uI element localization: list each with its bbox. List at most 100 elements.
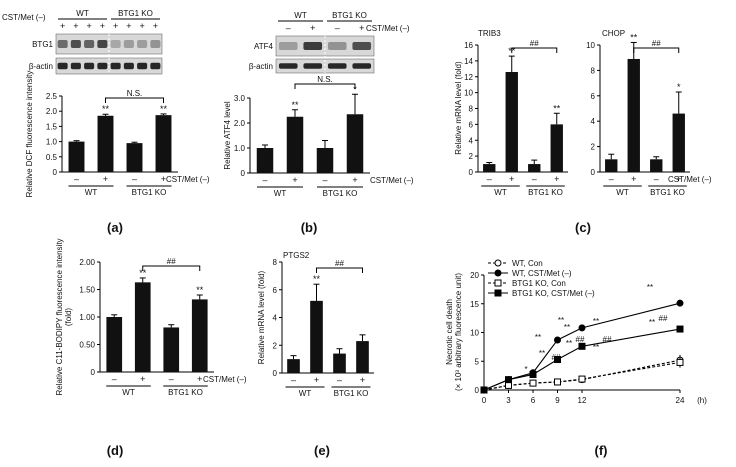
significance-mark: ** xyxy=(553,103,561,113)
significance-mark: ## xyxy=(603,335,612,344)
x-tick-label: 3 xyxy=(506,396,511,405)
comparison-bracket xyxy=(294,83,356,89)
blot-band xyxy=(327,42,347,50)
treatment-sign: + xyxy=(140,374,145,384)
legend-marker xyxy=(494,259,502,267)
blot-label: β-actin xyxy=(249,62,273,71)
treatment-label: CST/Met (–) xyxy=(668,175,712,184)
blot-band xyxy=(97,62,108,70)
bar xyxy=(605,159,618,172)
significance-mark: ## xyxy=(576,335,585,344)
y-tick-label: 0 xyxy=(469,168,474,177)
panel-label: (e) xyxy=(314,443,330,458)
data-point xyxy=(554,378,561,386)
y-axis-label: Necrotic cell death xyxy=(445,299,454,365)
bar-chart-b: 0 1.0 2.0 3.0 – ** + – * + N.S. WT BTG1 KO CST/Met (–… xyxy=(223,75,414,198)
y-tick-label: 2 xyxy=(469,152,474,161)
x-tick-label: 0 xyxy=(482,396,487,405)
blot-label: ATF4 xyxy=(254,42,274,51)
y-tick-label: 10 xyxy=(586,41,595,50)
blot-band xyxy=(278,42,298,50)
y-tick-label: 0.50 xyxy=(79,341,95,350)
group-label: WT xyxy=(299,389,312,398)
y-tick-label: 2.0 xyxy=(46,107,58,116)
y-tick-label: 0 xyxy=(273,369,278,378)
y-tick-label: 8 xyxy=(469,105,474,114)
blot-band xyxy=(57,40,68,48)
series-line xyxy=(483,359,681,391)
treatment-sign: – xyxy=(654,174,659,184)
blot-band xyxy=(352,42,372,50)
group-label: BTG1 KO xyxy=(132,188,167,197)
bar xyxy=(256,148,274,173)
blot-band xyxy=(278,63,298,69)
blot-treatment-label: CST/Met (–) xyxy=(366,24,410,33)
group-label: BTG1 KO xyxy=(334,389,369,398)
treatment-sign: + xyxy=(554,174,559,184)
treatment-sign: – xyxy=(322,175,327,185)
data-point xyxy=(505,376,512,384)
blot-treatment-sign: – xyxy=(286,23,291,33)
y-axis-label: (fold) xyxy=(64,308,73,327)
comparison-bracket xyxy=(511,47,558,53)
bar-chart-a: 0 0.5 1.0 1.5 2.0 2.5 – ** + – ** + N.S. WT BTG1 KO CST… xyxy=(25,71,210,198)
treatment-sign: + xyxy=(676,174,681,184)
y-tick-label: 0 xyxy=(91,368,96,377)
y-tick-label: 1.0 xyxy=(46,138,58,147)
y-tick-label: 3.0 xyxy=(234,94,246,103)
group-label: WT xyxy=(122,388,135,397)
bracket-label: ## xyxy=(652,39,661,48)
y-tick-label: 4 xyxy=(469,136,474,145)
blot-treatment-sign: + xyxy=(310,23,315,33)
data-point xyxy=(676,299,684,307)
blot-band xyxy=(352,63,372,69)
blot-band xyxy=(70,62,81,70)
bar xyxy=(97,115,114,172)
blot-treatment-sign: + xyxy=(126,21,131,31)
blot-treatment-sign: + xyxy=(139,21,144,31)
treatment-sign: – xyxy=(487,174,492,184)
bracket-label: ## xyxy=(530,39,539,48)
blot-treatment-sign: + xyxy=(100,21,105,31)
bar xyxy=(356,341,369,373)
y-axis-label: Relative C11-BODIPY fluorescence intensi… xyxy=(55,238,64,395)
western-blots: WT BTG1 KO+ + + + + + + +CST/Met (–)BTG1β-actinW… xyxy=(2,9,410,75)
data-point xyxy=(529,370,537,378)
blot-band xyxy=(110,62,121,70)
bar xyxy=(346,114,364,173)
blot-group-label: BTG1 KO xyxy=(332,11,367,20)
group-label: WT xyxy=(616,188,629,197)
legend-marker xyxy=(494,289,502,297)
bar xyxy=(672,113,685,172)
chart-title: TRIB3 xyxy=(478,29,501,38)
bracket-label: N.S. xyxy=(127,89,143,98)
significance-mark: ** xyxy=(102,104,110,114)
significance-mark: ** xyxy=(160,104,168,114)
significance-mark: ** xyxy=(291,100,299,110)
y-tick-label: 8 xyxy=(273,258,278,267)
data-point xyxy=(505,381,512,389)
y-tick-label: 15 xyxy=(470,300,479,309)
treatment-label: CST/Met (–) xyxy=(370,176,414,185)
blot-band xyxy=(123,62,134,70)
y-tick-label: 6 xyxy=(591,92,596,101)
y-tick-label: 8 xyxy=(591,66,596,75)
treatment-sign: – xyxy=(112,374,117,384)
y-tick-label: 1.5 xyxy=(46,122,58,131)
series-line xyxy=(483,361,681,391)
treatment-sign: – xyxy=(132,174,137,184)
data-point xyxy=(676,325,684,333)
blot-band xyxy=(84,62,95,70)
legend-label: BTG1 KO, CST/Met (–) xyxy=(512,289,595,298)
treatment-sign: + xyxy=(103,174,108,184)
y-axis-label: Relative mRNA level (fold) xyxy=(454,61,463,155)
significance-mark: ** xyxy=(566,339,572,348)
y-axis-label: (× 10³ arbitrary fluorescence unit) xyxy=(454,273,463,391)
bar xyxy=(650,159,663,172)
significance-mark: ** xyxy=(196,285,204,295)
significance-mark: ** xyxy=(593,317,599,326)
blot-treatment-sign: + xyxy=(73,21,78,31)
